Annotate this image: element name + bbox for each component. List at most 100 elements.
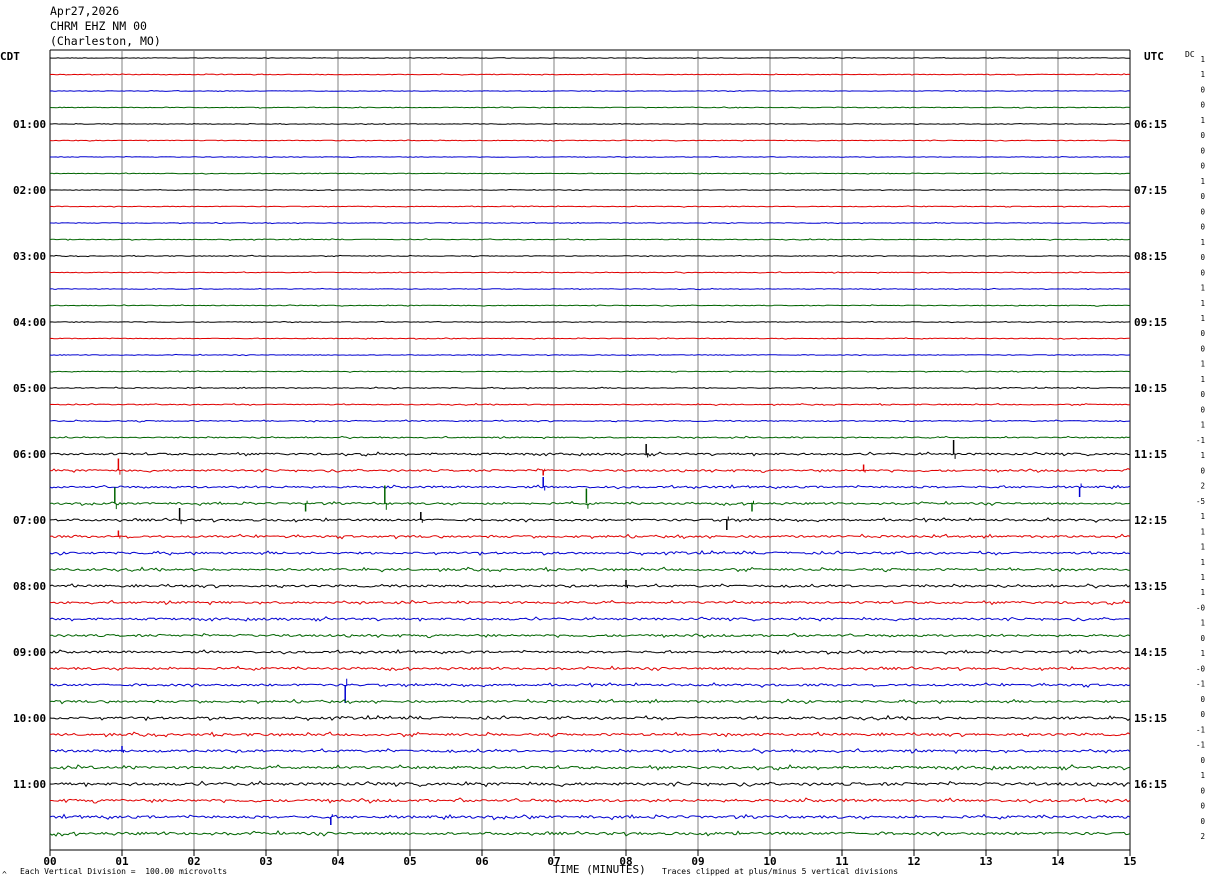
dc-offset-value: 0 xyxy=(1200,101,1205,110)
dc-offset-value: 1 xyxy=(1200,55,1205,64)
x-tick-label: 11 xyxy=(835,855,849,868)
dc-offset-value: 1 xyxy=(1200,558,1205,567)
left-hour-label: 10:00 xyxy=(13,712,46,725)
trace-line xyxy=(49,533,1131,540)
dc-offset-value: 1 xyxy=(1200,451,1205,460)
trace-line xyxy=(49,370,1131,373)
trace-line xyxy=(49,665,1131,672)
plot-header: Apr27,2026 CHRM EHZ NM 00 (Charleston, M… xyxy=(50,4,161,49)
trace-line xyxy=(49,468,1131,473)
x-tick-label: 07 xyxy=(547,855,560,868)
dc-offset-value: 0 xyxy=(1200,466,1205,475)
dc-offset-value: 0 xyxy=(1200,223,1205,232)
dc-header-label: DC xyxy=(1185,50,1195,59)
x-tick-label: 13 xyxy=(979,855,992,868)
left-hour-label: 09:00 xyxy=(13,646,46,659)
left-hour-label: 11:00 xyxy=(13,778,46,791)
trace-line xyxy=(49,780,1131,788)
trace-line xyxy=(49,500,1131,507)
dc-offset-value: 0 xyxy=(1200,268,1205,277)
trace-line xyxy=(49,106,1131,109)
trace-line xyxy=(49,139,1131,142)
date-label: Apr27,2026 xyxy=(50,4,120,18)
dc-offset-value: -5 xyxy=(1196,497,1205,506)
dc-offset-value: 0 xyxy=(1200,329,1205,338)
dc-offset-value: 1 xyxy=(1200,573,1205,582)
x-tick-label: 01 xyxy=(115,855,129,868)
dc-offset-value: 0 xyxy=(1200,802,1205,811)
trace-line xyxy=(49,583,1131,589)
trace-line xyxy=(50,271,1131,274)
trace-line xyxy=(49,698,1131,705)
right-hour-label: 16:15 xyxy=(1134,778,1167,791)
dc-offset-value: 0 xyxy=(1200,131,1205,140)
dc-offset-value: -1 xyxy=(1196,725,1205,734)
dc-offset-value: 0 xyxy=(1200,192,1205,201)
dc-offset-value: 1 xyxy=(1200,649,1205,658)
dc-offset-value: 1 xyxy=(1200,284,1205,293)
trace-line xyxy=(49,813,1131,821)
right-hour-label: 09:15 xyxy=(1134,316,1167,329)
station-label: CHRM EHZ NM 00 xyxy=(50,19,147,33)
trace-line xyxy=(49,764,1131,771)
trace-line xyxy=(49,599,1131,606)
right-hour-label: 07:15 xyxy=(1134,184,1167,197)
right-hour-label: 12:15 xyxy=(1134,514,1167,527)
trace-line xyxy=(50,797,1131,804)
trace-line xyxy=(49,89,1131,93)
trace-line xyxy=(49,517,1131,523)
dc-offset-value: 0 xyxy=(1200,344,1205,353)
dc-offset-value: 1 xyxy=(1200,771,1205,780)
trace-line xyxy=(49,616,1131,622)
trace-line xyxy=(49,550,1131,556)
x-tick-label: 04 xyxy=(331,855,345,868)
trace-line xyxy=(50,122,1131,126)
left-hour-label: 05:00 xyxy=(13,382,46,395)
dc-offset-value: 1 xyxy=(1200,421,1205,430)
dc-offset-value: 1 xyxy=(1200,512,1205,521)
x-tick-label: 14 xyxy=(1051,855,1065,868)
x-tick-label: 02 xyxy=(187,855,200,868)
dc-offset-value: 0 xyxy=(1200,710,1205,719)
right-hour-label: 15:15 xyxy=(1134,712,1167,725)
corner-mark: ^ xyxy=(2,870,7,879)
right-hour-label: 14:15 xyxy=(1134,646,1167,659)
x-tick-label: 10 xyxy=(763,855,776,868)
dc-offset-value: -1 xyxy=(1196,741,1205,750)
trace-line xyxy=(49,402,1131,407)
x-tick-label: 08 xyxy=(619,855,632,868)
trace-line xyxy=(49,566,1131,573)
trace-line xyxy=(49,829,1131,837)
clip-note: Traces clipped at plus/minus 5 vertical … xyxy=(662,867,899,876)
dc-offset-value: 1 xyxy=(1200,375,1205,384)
dc-offset-value: 0 xyxy=(1200,405,1205,414)
trace-line xyxy=(49,238,1131,241)
trace-line xyxy=(49,73,1131,76)
trace-line xyxy=(49,287,1130,291)
left-hour-label: 06:00 xyxy=(13,448,46,461)
dc-offset-value: 2 xyxy=(1200,482,1205,491)
trace-line xyxy=(49,484,1131,490)
dc-offset-value: 1 xyxy=(1200,116,1205,125)
right-timezone-label: UTC xyxy=(1144,50,1164,63)
dc-offset-value: 0 xyxy=(1200,162,1205,171)
trace-line xyxy=(49,337,1131,340)
dc-offset-value: 0 xyxy=(1200,253,1205,262)
x-tick-label: 05 xyxy=(403,855,416,868)
dc-offset-value: 1 xyxy=(1200,299,1205,308)
dc-offset-value: 1 xyxy=(1200,238,1205,247)
dc-offset-value: -0 xyxy=(1196,603,1206,612)
trace-line xyxy=(49,205,1131,208)
trace-line xyxy=(49,682,1131,688)
trace-line xyxy=(49,419,1131,423)
dc-offset-value: 0 xyxy=(1200,786,1205,795)
dc-offset-value: 2 xyxy=(1200,832,1205,841)
left-hour-label: 01:00 xyxy=(13,118,46,131)
trace-line xyxy=(49,648,1131,655)
dc-offset-value: 0 xyxy=(1200,695,1205,704)
dc-offset-value: 0 xyxy=(1200,634,1205,643)
trace-line xyxy=(49,451,1131,457)
dc-offset-value: 0 xyxy=(1200,146,1205,155)
left-hour-label: 03:00 xyxy=(13,250,46,263)
dc-offset-value: 1 xyxy=(1200,314,1205,323)
